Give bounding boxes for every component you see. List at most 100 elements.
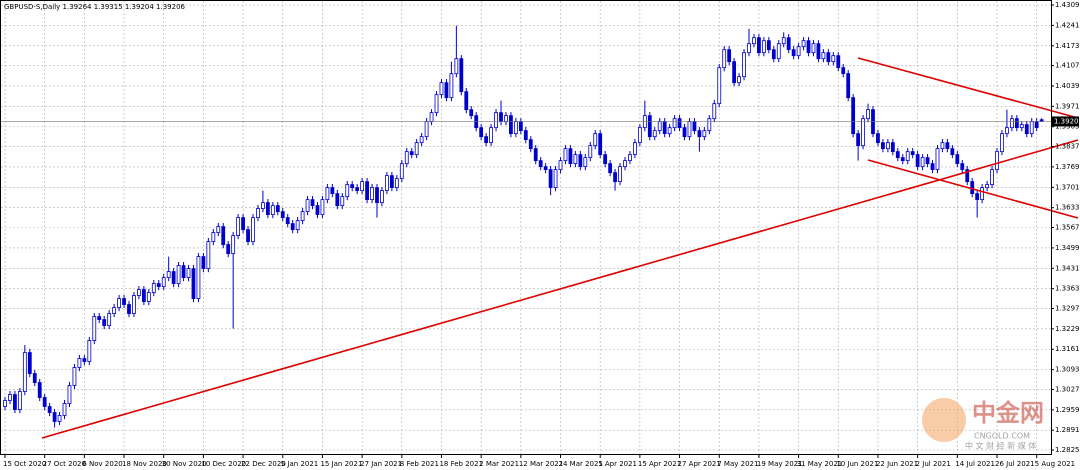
candle-body (414, 142, 419, 156)
candle-body (682, 127, 687, 138)
candle-body (533, 148, 538, 162)
chart-title: GBPUSD-S,Daily 1.39264 1.39315 1.39204 1… (4, 3, 186, 11)
candle-body (87, 340, 92, 362)
candle-body (256, 208, 260, 219)
candle-body (261, 202, 265, 210)
watermark-text: 中金网 (972, 399, 1044, 427)
x-tick-label: 26 Jul 2021 (995, 460, 1035, 468)
candle-body (211, 232, 216, 242)
candle-body (925, 157, 930, 165)
candle-body (722, 49, 727, 69)
candle-body (771, 49, 776, 60)
candle-body (62, 403, 67, 416)
candle-body (885, 142, 890, 150)
y-tick-label: 1.32290 (1055, 325, 1080, 333)
candle-body (434, 94, 439, 114)
candle-body (915, 154, 920, 168)
candle-body (513, 121, 518, 135)
x-tick-label: 2 Jul 2021 (916, 460, 951, 468)
x-tick-label: 27 Apr 2021 (678, 460, 721, 468)
candle-body (980, 187, 985, 201)
x-tick-label: 12 Mar 2021 (519, 460, 563, 468)
candle-body (657, 121, 662, 132)
candle-body (975, 193, 980, 201)
candle-body (831, 55, 836, 63)
candle-body (677, 118, 682, 129)
candle-body (841, 67, 846, 75)
candle-body (295, 220, 300, 230)
candle-body (231, 235, 236, 254)
y-tick-label: 1.41070 (1055, 62, 1080, 70)
candle-body (568, 148, 573, 165)
candle-body (578, 154, 583, 168)
candle-body (484, 136, 489, 144)
candle-body (732, 61, 737, 84)
candle-body (811, 43, 816, 54)
watermark-text: CNGOLD.COM (974, 432, 1030, 441)
candle-body (628, 154, 632, 162)
candle-body (399, 163, 404, 180)
candle-body (137, 289, 141, 296)
candle-body (156, 283, 161, 287)
candle-body (444, 82, 449, 99)
candle-body (851, 97, 856, 135)
candle-body (633, 142, 637, 156)
x-tick-label: 22 Jun 2021 (876, 460, 918, 468)
y-tick-label: 1.28250 (1055, 446, 1080, 454)
candle-body (57, 415, 62, 422)
candle-body (17, 391, 22, 410)
candle-body (305, 199, 310, 213)
candle-body (216, 226, 221, 233)
candle-body (429, 112, 434, 123)
y-tick-label: 1.34310 (1055, 264, 1080, 272)
candle-body (836, 55, 841, 69)
x-tick-label: 14 Jul 2021 (955, 460, 995, 468)
candle-body (776, 43, 781, 60)
candle-body (573, 154, 578, 165)
candle-body (201, 256, 206, 269)
candle-body (598, 133, 603, 156)
candle-body (752, 37, 756, 45)
y-tick-label: 1.41730 (1055, 42, 1080, 50)
candle-body (141, 289, 146, 302)
y-tick-label: 1.36330 (1055, 204, 1080, 212)
candle-body (895, 151, 900, 159)
candle-body (360, 181, 365, 192)
candle-body (876, 133, 880, 144)
candle-body (509, 115, 513, 135)
candle-body (459, 58, 464, 93)
candle-body (1005, 127, 1009, 135)
x-tick-label: 18 Feb 2021 (439, 460, 483, 468)
candle-body (757, 37, 761, 54)
candle-body (300, 211, 305, 222)
y-tick-label: 1.42410 (1055, 21, 1080, 29)
candle-body (970, 181, 975, 195)
candle-body (409, 151, 414, 156)
candle-body (737, 76, 741, 84)
candle-body (712, 103, 717, 120)
candle-body (489, 127, 493, 144)
y-tick-label: 1.38370 (1055, 143, 1080, 151)
candle-body (945, 142, 950, 150)
candle-body (940, 142, 945, 150)
candle-body (796, 46, 801, 57)
candle-body (881, 142, 885, 150)
candle-body (995, 151, 999, 171)
candle-body (717, 67, 722, 105)
x-tick-label: 18 Nov 2020 (122, 460, 167, 468)
candle-body (846, 73, 851, 99)
candle-body (816, 43, 821, 60)
candle-body (290, 223, 295, 230)
candle-body (920, 157, 925, 168)
candle-body (176, 265, 181, 284)
y-tick-label: 1.32970 (1055, 304, 1080, 312)
y-tick-label: 1.39710 (1055, 102, 1080, 110)
candle-body (151, 283, 156, 293)
candle-body (950, 148, 955, 156)
candle-body (67, 385, 72, 404)
last-price-box (1052, 116, 1079, 127)
candle-body (325, 187, 330, 201)
candle-body (3, 400, 7, 407)
candle-body (320, 199, 325, 216)
